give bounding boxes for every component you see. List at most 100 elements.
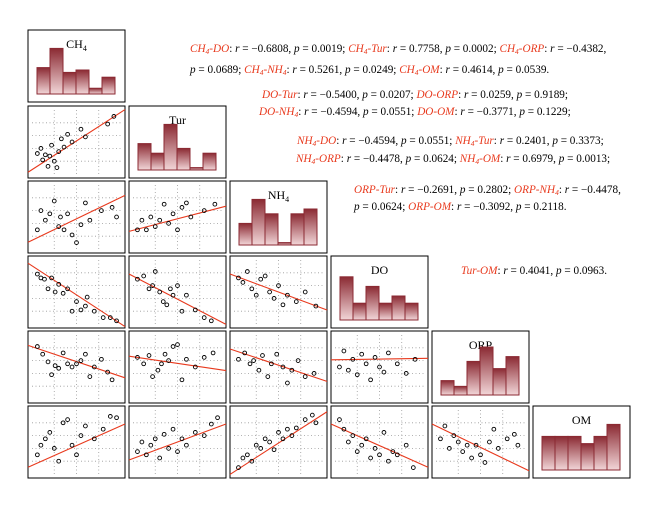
data-point (38, 442, 44, 448)
hist-bar (593, 435, 608, 471)
stat-symbol: p (552, 135, 561, 147)
data-point (34, 344, 40, 349)
data-point (105, 369, 110, 375)
data-point (201, 355, 207, 360)
panel-label: NH4 (268, 188, 289, 204)
scatter-panel-om-orp (431, 405, 530, 479)
fit-line (128, 355, 227, 372)
data-point (354, 449, 360, 454)
panel-label: OM (572, 413, 592, 427)
stat-symbol: r (496, 135, 507, 147)
data-point (377, 364, 382, 370)
pair-label: ORP-NH4 (514, 184, 559, 197)
data-point (359, 442, 365, 448)
hist-bar (365, 285, 380, 321)
data-point (157, 217, 163, 223)
statistics-line: p = 0.0689; CH4-NH4: r = 0.5261, p = 0.0… (190, 64, 549, 76)
stat-symbol: p (362, 89, 371, 101)
data-point (49, 372, 54, 378)
data-point (293, 299, 299, 304)
data-point (390, 449, 396, 454)
stat-symbol: r (343, 153, 354, 165)
data-point (350, 433, 356, 438)
data-point (109, 205, 115, 210)
scatter-panel-tur-ch4 (27, 105, 126, 179)
data-point (107, 315, 113, 320)
stat-value: = 0.5261, (299, 64, 346, 76)
data-point (56, 281, 62, 287)
data-point (135, 449, 140, 454)
fit-line (128, 205, 227, 232)
data-point (285, 292, 290, 298)
data-point (394, 452, 400, 458)
stat-value: = 0.0624; (362, 201, 409, 213)
hist-bar (352, 302, 367, 321)
stat-symbol: p (294, 43, 303, 55)
pair-label: NH4-DO (297, 135, 337, 148)
data-point (49, 275, 54, 281)
data-point (107, 414, 113, 419)
data-point (150, 283, 155, 288)
data-point (201, 208, 207, 213)
stat-symbol: p (363, 106, 372, 118)
data-point (359, 351, 365, 357)
hist-panel-tur: Tur (128, 105, 227, 179)
data-point (83, 351, 88, 357)
data-point (394, 361, 400, 367)
data-point (240, 455, 246, 461)
data-point (262, 436, 268, 442)
scatter-panel-orp-ch4 (27, 330, 126, 404)
data-point (170, 211, 176, 217)
data-point (372, 355, 378, 360)
hist-bar (339, 276, 354, 321)
stat-value: = 0.2401, (506, 135, 553, 147)
data-point (166, 221, 171, 226)
data-point (69, 442, 75, 448)
stat-symbol: p (519, 106, 528, 118)
fit-line (27, 194, 126, 243)
data-point (139, 439, 145, 445)
data-point (47, 153, 53, 159)
data-point (403, 371, 409, 376)
data-point (341, 348, 347, 354)
data-point (65, 286, 70, 292)
data-point (260, 353, 265, 358)
data-point (201, 315, 207, 320)
data-point (346, 439, 351, 445)
pair-label: DO-NH4 (259, 106, 299, 119)
data-point (381, 369, 387, 375)
data-point (91, 364, 97, 370)
data-point (293, 425, 299, 431)
statistics-line: CH4-DO: r = −0.6808, p = 0.0019; CH4-Tur… (190, 43, 606, 55)
data-point (69, 364, 75, 370)
data-point (161, 201, 167, 207)
stat-value: = −0.3771, (467, 106, 520, 118)
pair-label: DO-Tur (262, 89, 298, 101)
data-point (212, 201, 218, 207)
data-point (114, 214, 119, 220)
data-point (38, 146, 44, 151)
stat-value: : (229, 43, 233, 55)
stat-symbol: r (289, 64, 300, 76)
data-point (175, 342, 180, 347)
data-point (309, 412, 315, 418)
statistics-line: ORP-Tur: r = −0.2691, p = 0.2802; ORP-NH… (354, 184, 621, 197)
data-point (337, 417, 342, 422)
stat-value: : (451, 201, 455, 213)
data-point (285, 426, 290, 432)
hist-bar (466, 360, 481, 396)
data-point (487, 439, 492, 445)
data-point (495, 446, 501, 451)
data-point (337, 364, 342, 370)
stat-symbol: p (445, 43, 454, 55)
data-point (184, 292, 189, 298)
data-point (78, 433, 84, 438)
data-point (42, 152, 48, 158)
data-point (269, 361, 274, 367)
stat-symbol: p (498, 64, 507, 76)
data-point (271, 447, 277, 453)
data-point (141, 361, 147, 367)
stat-value: = 0.0963. (564, 265, 608, 277)
data-point (346, 367, 351, 373)
data-point (504, 436, 510, 442)
